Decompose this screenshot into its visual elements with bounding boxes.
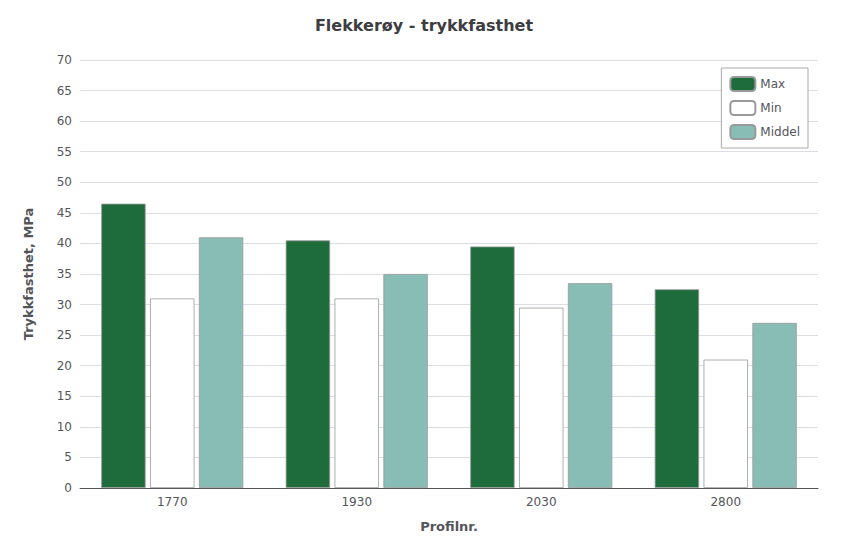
svg-text:5: 5	[64, 450, 72, 464]
svg-text:2800: 2800	[710, 495, 741, 509]
svg-text:20: 20	[57, 359, 72, 373]
svg-text:1770: 1770	[157, 495, 188, 509]
svg-text:50: 50	[57, 175, 72, 189]
svg-text:Max: Max	[760, 77, 785, 91]
svg-text:70: 70	[57, 53, 72, 67]
svg-text:15: 15	[57, 389, 72, 403]
svg-text:Profilnr.: Profilnr.	[420, 519, 478, 534]
svg-text:Middel: Middel	[760, 125, 800, 139]
svg-text:Flekkerøy - trykkfasthet: Flekkerøy - trykkfasthet	[315, 16, 533, 35]
svg-text:1930: 1930	[341, 495, 372, 509]
svg-text:55: 55	[57, 145, 72, 159]
svg-text:Min: Min	[760, 101, 781, 115]
svg-text:30: 30	[57, 298, 72, 312]
svg-text:35: 35	[57, 267, 72, 281]
svg-text:0: 0	[64, 481, 72, 495]
svg-text:2030: 2030	[526, 495, 557, 509]
svg-text:60: 60	[57, 114, 72, 128]
svg-text:25: 25	[57, 328, 72, 342]
svg-text:40: 40	[57, 236, 72, 250]
svg-text:10: 10	[57, 420, 72, 434]
svg-text:Trykkfasthet, MPa: Trykkfasthet, MPa	[21, 208, 36, 341]
svg-text:65: 65	[57, 84, 72, 98]
svg-text:45: 45	[57, 206, 72, 220]
